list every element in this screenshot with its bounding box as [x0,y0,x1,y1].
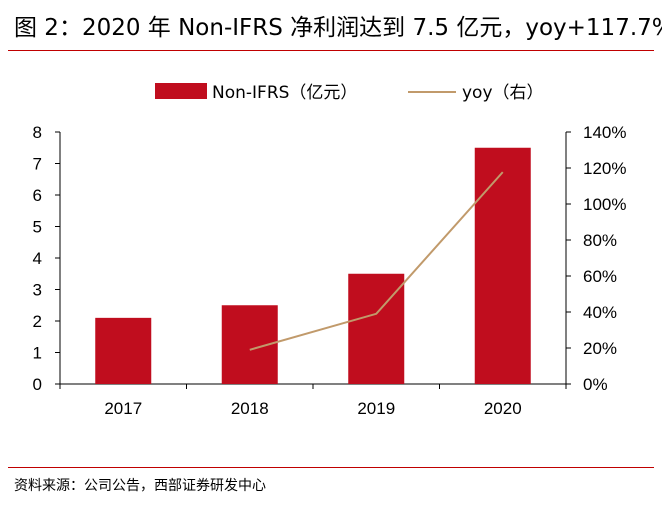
right-tick-label: 60% [583,267,617,286]
left-tick-label: 5 [33,218,42,237]
left-tick-label: 8 [33,123,42,142]
legend-label-bar: Non-IFRS（亿元） [212,83,357,103]
source-note: 资料来源：公司公告，西部证券研发中心 [14,478,266,494]
x-tick-label: 2019 [357,399,395,418]
right-tick-label: 80% [583,231,617,250]
chart-area: Non-IFRS（亿元） yoy（右） 0123456780%20%40%60%… [33,83,627,418]
left-tick-label: 4 [33,249,42,268]
right-tick-label: 40% [583,303,617,322]
x-tick-label: 2020 [484,399,522,418]
left-tick-label: 0 [33,375,42,394]
chart-title: 图 2：2020 年 Non-IFRS 净利润达到 7.5 亿元，yoy+117… [14,15,662,41]
left-tick-label: 7 [33,155,42,174]
bar [348,273,405,384]
right-tick-label: 140% [583,123,626,142]
x-tick-label: 2017 [104,399,142,418]
legend: Non-IFRS（亿元） yoy（右） [155,83,544,103]
left-tick-label: 3 [33,281,42,300]
x-tick-label: 2018 [231,399,269,418]
title-divider [8,50,654,51]
line-series [249,171,504,351]
legend-label-line: yoy（右） [462,83,544,103]
source-divider [8,467,654,468]
right-tick-label: 0% [583,375,608,394]
right-tick-label: 120% [583,159,626,178]
bar [474,147,531,384]
left-tick-label: 6 [33,186,42,205]
bar-series [95,147,531,384]
yoy-line [249,171,504,351]
left-tick-label: 1 [33,344,42,363]
right-tick-label: 20% [583,339,617,358]
bar [95,317,152,384]
legend-bar-swatch [155,83,207,99]
right-tick-label: 100% [583,195,626,214]
left-tick-label: 2 [33,312,42,331]
